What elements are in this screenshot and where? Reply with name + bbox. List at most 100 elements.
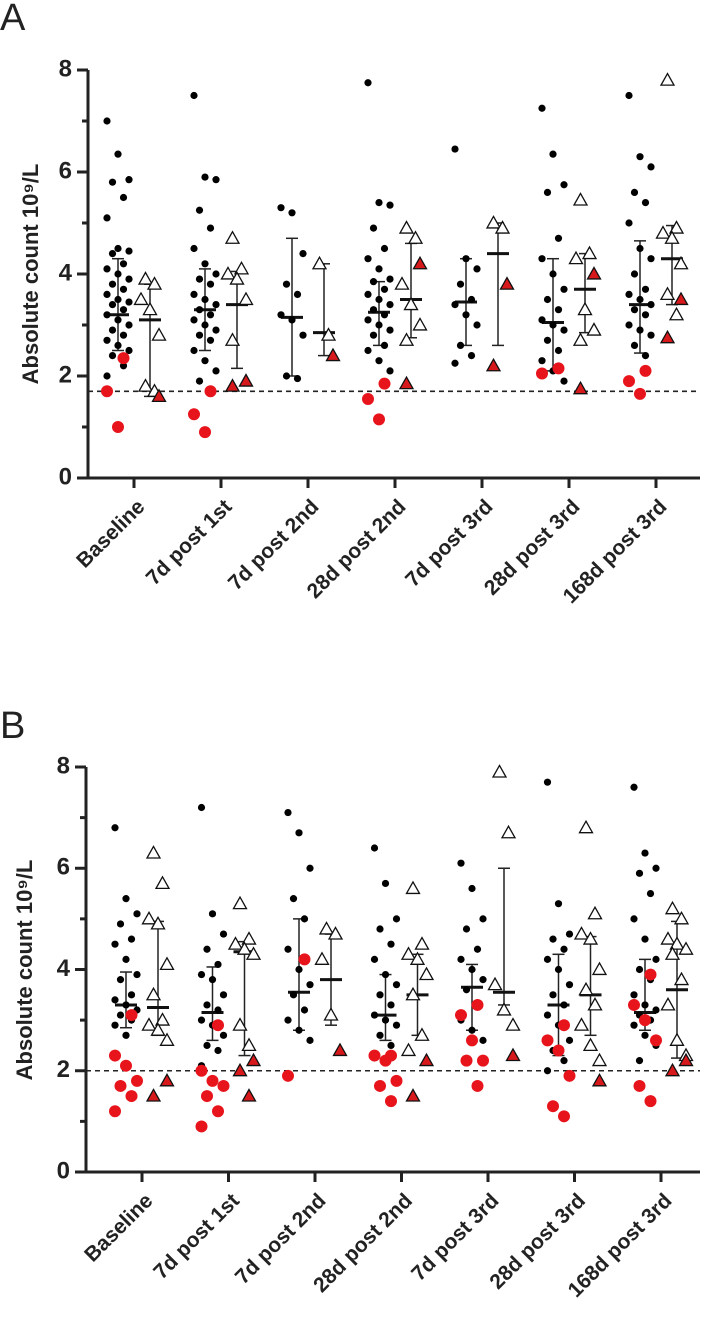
y-tick-label: 4 <box>59 259 73 286</box>
data-point <box>241 1088 257 1102</box>
data-point <box>647 163 655 171</box>
data-point <box>206 336 215 344</box>
data-point <box>219 1031 228 1039</box>
data-point <box>398 332 415 346</box>
data-point <box>468 965 476 974</box>
data-point <box>660 931 676 945</box>
data-point <box>212 1019 224 1032</box>
data-point <box>505 1047 521 1062</box>
data-point <box>554 965 563 974</box>
data-point <box>111 940 119 948</box>
data-point <box>214 960 222 969</box>
data-point <box>212 326 220 334</box>
data-point <box>496 1002 512 1016</box>
data-point <box>673 971 690 986</box>
data-point <box>220 266 236 280</box>
data-point <box>318 921 335 935</box>
data-point <box>375 265 383 273</box>
data-point <box>375 199 383 207</box>
data-point <box>116 976 125 984</box>
data-point <box>369 331 378 339</box>
data-point <box>125 298 133 306</box>
data-point <box>125 176 133 184</box>
data-point <box>120 1059 132 1072</box>
data-point <box>159 1072 175 1087</box>
data-point <box>195 306 204 314</box>
data-point <box>224 332 241 346</box>
data-point <box>236 941 253 955</box>
data-point <box>473 945 482 953</box>
data-point <box>636 326 644 334</box>
data-point <box>238 373 254 387</box>
data-point <box>241 931 257 945</box>
data-point <box>103 372 111 380</box>
x-tick-label: Baseline <box>72 495 149 572</box>
data-point <box>332 1042 348 1057</box>
data-point <box>133 910 141 918</box>
data-point <box>652 955 660 963</box>
data-point <box>582 931 599 945</box>
data-point <box>560 285 568 293</box>
data-point <box>238 291 254 306</box>
data-point <box>127 991 136 999</box>
data-point <box>232 895 248 910</box>
data-point <box>538 316 546 324</box>
data-point <box>549 991 557 999</box>
data-point <box>479 915 487 923</box>
panel-label: A <box>0 0 26 39</box>
data-point <box>295 829 303 837</box>
data-point <box>659 329 676 344</box>
data-point <box>125 321 133 329</box>
data-point <box>282 372 291 380</box>
data-point <box>298 953 311 966</box>
data-point <box>201 173 209 181</box>
data-point <box>364 79 372 87</box>
data-point <box>119 362 128 370</box>
data-point <box>114 316 122 324</box>
data-point <box>284 1016 292 1024</box>
data-point <box>131 1074 143 1087</box>
data-point <box>288 316 296 324</box>
data-point <box>655 225 671 239</box>
data-point <box>112 421 124 433</box>
data-point <box>565 930 574 938</box>
data-point <box>473 265 481 273</box>
data-point <box>400 946 417 960</box>
data-point <box>392 981 401 989</box>
data-point <box>206 311 215 319</box>
data-point <box>554 346 563 355</box>
data-point <box>456 280 465 288</box>
data-point <box>150 1022 166 1036</box>
data-point <box>151 388 167 403</box>
data-point <box>212 270 220 278</box>
data-point <box>114 244 122 253</box>
data-point <box>573 1017 590 1031</box>
data-point <box>591 1052 608 1067</box>
data-point <box>668 220 685 234</box>
data-point <box>644 968 657 981</box>
data-point <box>477 1054 489 1067</box>
x-tick-label: 7d post 1st <box>149 1189 244 1284</box>
data-point <box>641 849 649 857</box>
data-point <box>485 215 502 229</box>
data-point <box>479 976 487 984</box>
data-point <box>633 1079 646 1092</box>
data-point <box>641 285 650 293</box>
data-point <box>362 392 374 405</box>
data-point <box>299 250 307 258</box>
data-point <box>103 336 111 344</box>
data-point <box>549 270 557 278</box>
data-point <box>641 199 650 207</box>
data-point <box>111 824 119 832</box>
data-point <box>111 1021 119 1029</box>
data-point <box>386 275 394 283</box>
data-point <box>212 1105 224 1118</box>
data-point <box>468 1026 476 1034</box>
data-point <box>122 1031 130 1039</box>
data-point <box>568 250 584 265</box>
data-point <box>641 352 650 360</box>
data-point <box>552 1044 565 1057</box>
data-point <box>159 1032 175 1046</box>
data-point <box>636 153 644 161</box>
data-point <box>462 255 470 263</box>
